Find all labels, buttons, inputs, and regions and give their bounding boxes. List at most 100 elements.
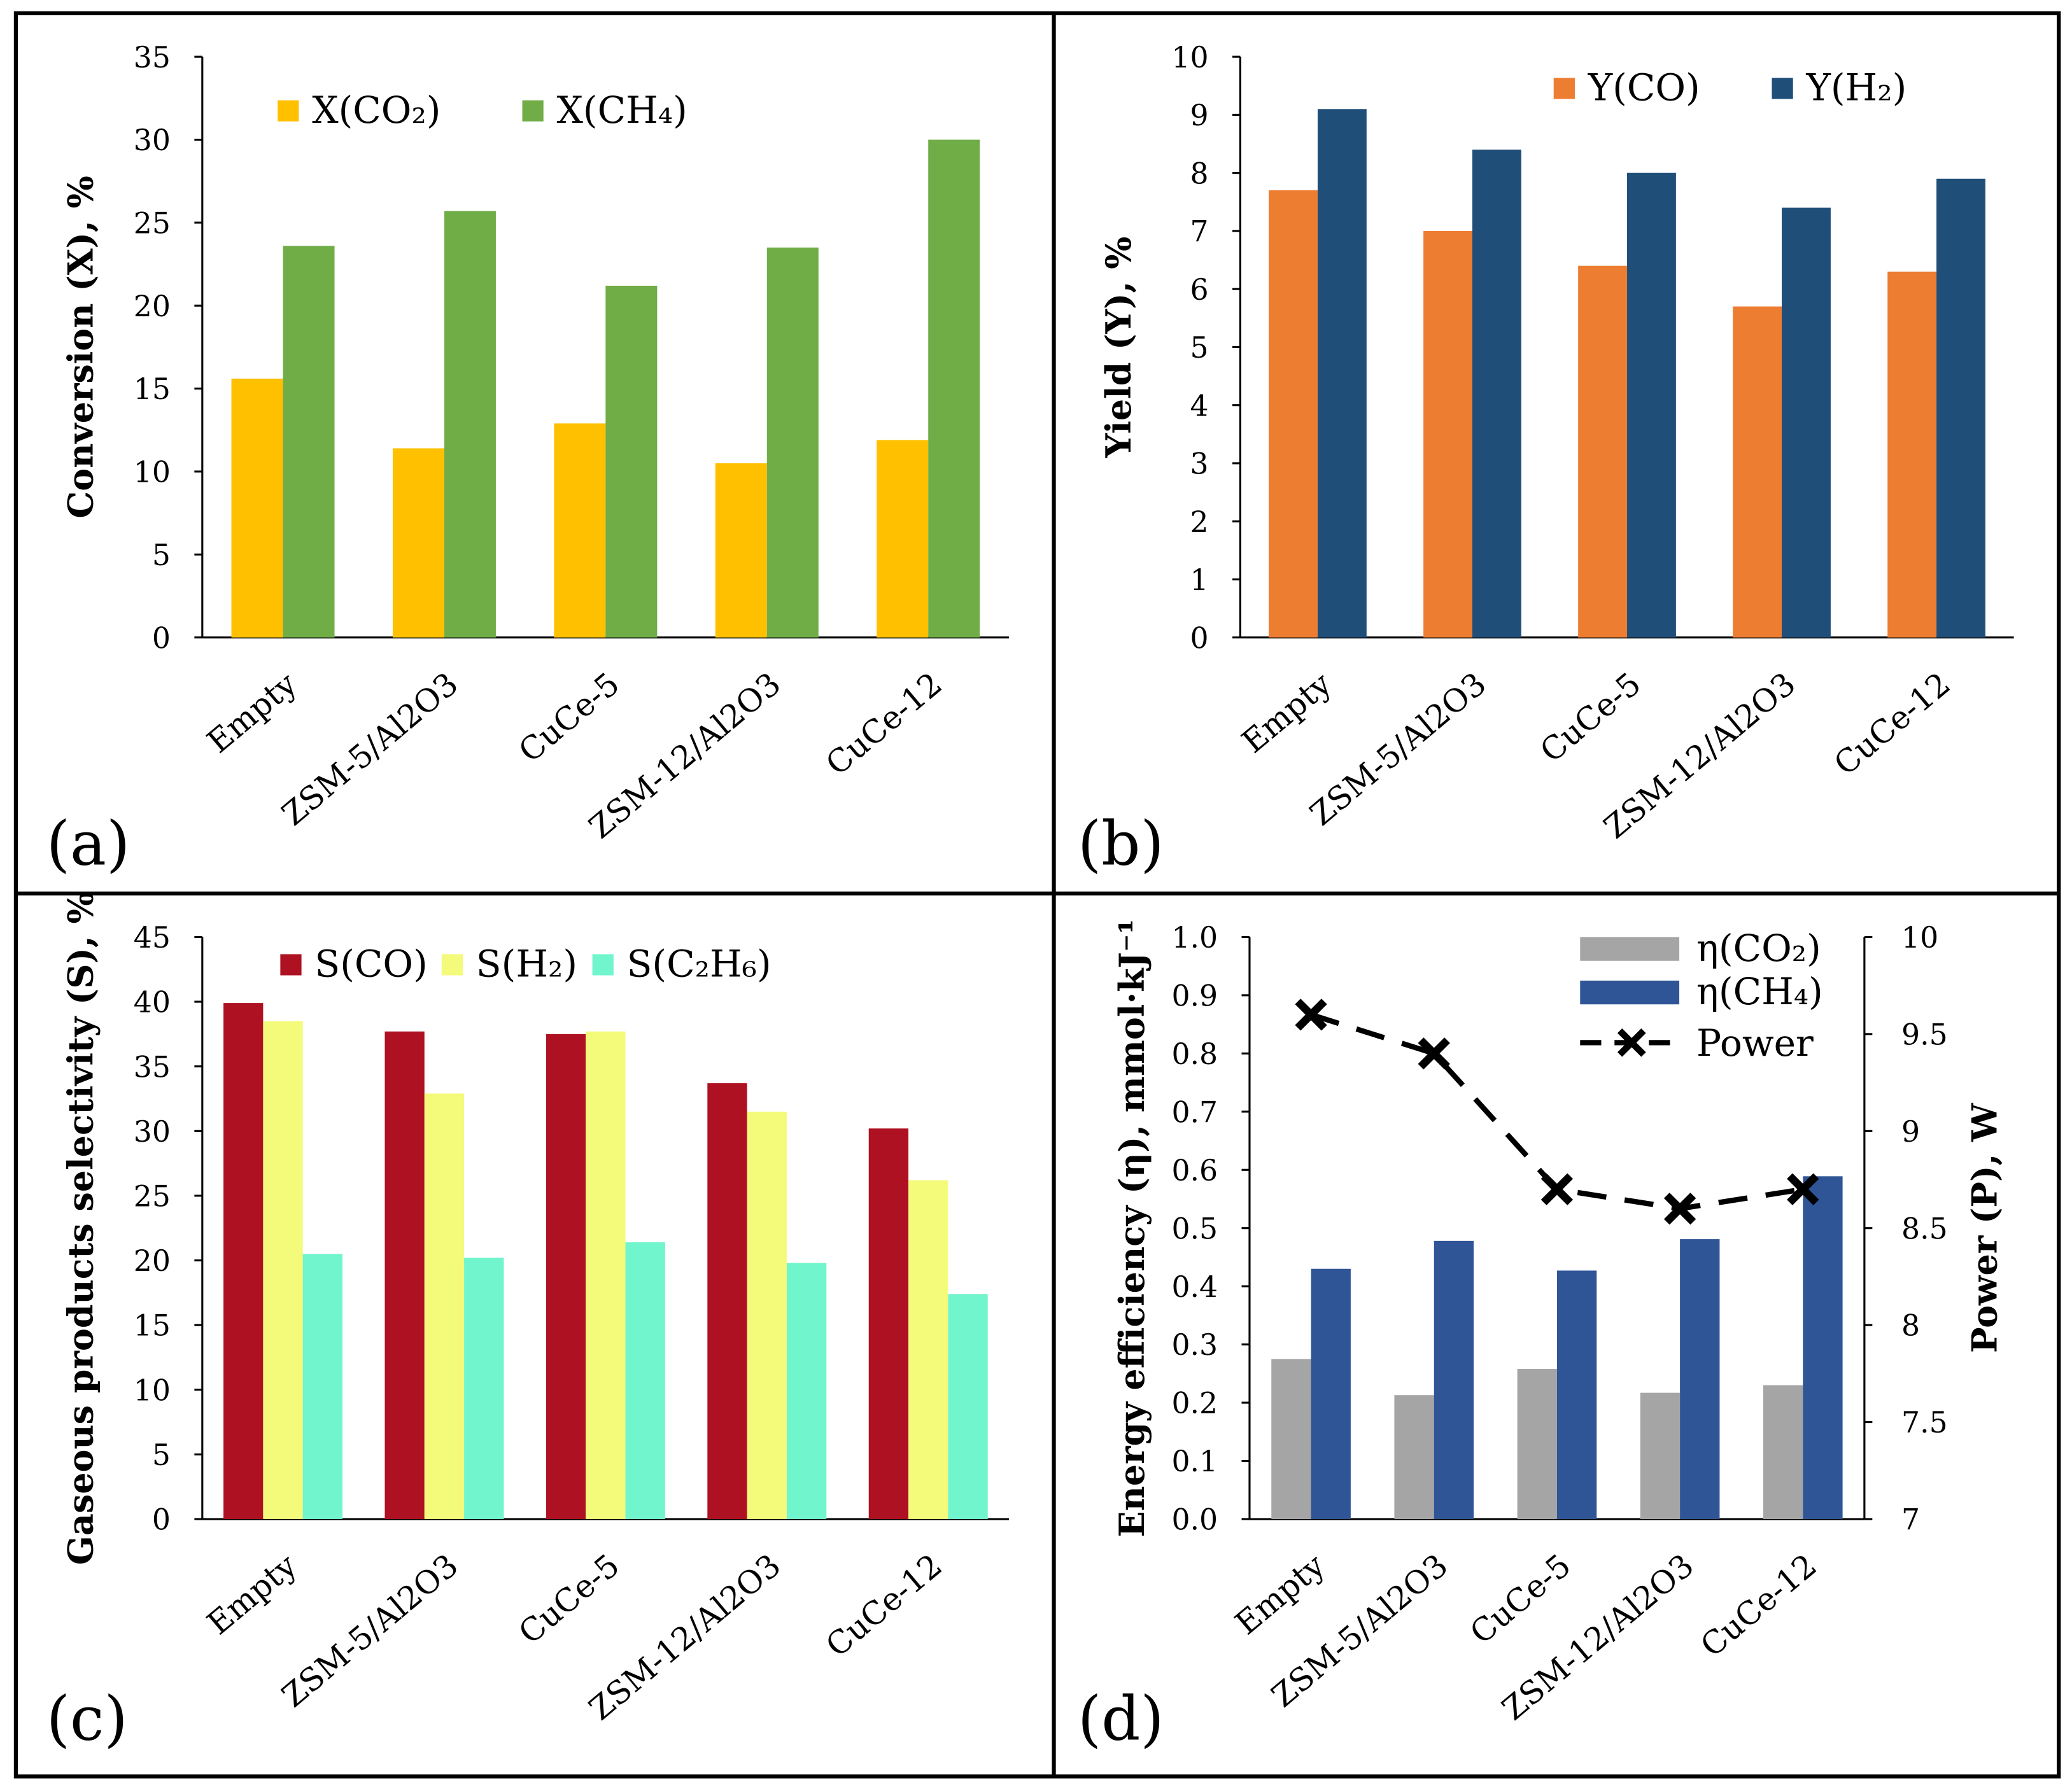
bar-sco <box>868 1128 909 1520</box>
bar-yh <box>1317 109 1367 638</box>
legend-label: S(CO) <box>314 943 427 986</box>
y2-tick-label: 10 <box>1901 921 1938 955</box>
y-tick-label: 0.6 <box>1171 1154 1218 1188</box>
y-tick-label: 5 <box>152 538 171 572</box>
y-tick-label: 8 <box>1190 157 1208 190</box>
bar-co <box>1763 1385 1803 1520</box>
bar-xch <box>605 285 658 638</box>
legend-label: η(CH₄) <box>1696 970 1823 1013</box>
bar-yco <box>1269 190 1318 638</box>
y-tick-label: 15 <box>134 1309 171 1343</box>
bar-yh <box>1936 178 1985 638</box>
legend-label: Power <box>1696 1021 1814 1065</box>
legend-label: S(H₂) <box>476 943 577 986</box>
bar-sco <box>707 1083 747 1520</box>
y-tick-label: 0.5 <box>1171 1212 1218 1245</box>
y-tick-label: 0.8 <box>1171 1037 1218 1071</box>
legend-label: Y(CO) <box>1588 66 1700 109</box>
bar-xco <box>554 423 606 638</box>
legend-label: X(CH₄) <box>557 88 687 132</box>
bar-sco <box>546 1034 586 1520</box>
y-tick-label: 0.7 <box>1171 1095 1218 1129</box>
legend-label: S(C₂H₆) <box>627 943 772 986</box>
y-tick-label: 1 <box>1190 563 1208 597</box>
bar-ch <box>1556 1270 1597 1520</box>
bar-sh <box>747 1111 787 1520</box>
legend-swatch <box>1580 980 1680 1005</box>
legend-swatch <box>278 100 299 122</box>
y2-tick-label: 8.5 <box>1901 1212 1948 1245</box>
y-tick-label: 30 <box>134 123 171 157</box>
bar-ch <box>1680 1239 1720 1520</box>
bar-co <box>1271 1359 1311 1520</box>
bar-sh <box>263 1021 303 1520</box>
bar-xch <box>766 247 819 638</box>
y-tick-label: 4 <box>1190 389 1208 423</box>
bar-xco <box>715 463 767 638</box>
y2-tick-label: 9 <box>1901 1115 1920 1149</box>
bar-sch <box>786 1263 827 1520</box>
y-tick-label: 5 <box>152 1438 171 1472</box>
legend-swatch <box>522 100 544 122</box>
y-tick-label: 35 <box>134 1050 171 1084</box>
y-tick-label: 7 <box>1190 215 1208 249</box>
y-tick-label: 9 <box>1190 99 1208 132</box>
y-tick-label: 0 <box>1190 621 1208 655</box>
y-tick-label: 25 <box>134 207 171 241</box>
legend-label: Y(H₂) <box>1805 66 1906 109</box>
panel-label: (b) <box>1078 808 1164 879</box>
bar-xch <box>928 139 980 638</box>
power-marker <box>1663 1193 1696 1225</box>
y-tick-label: 10 <box>134 456 171 489</box>
y-tick-label: 10 <box>134 1373 171 1407</box>
y-tick-label: 0.9 <box>1171 979 1218 1013</box>
y-tick-label: 0.2 <box>1171 1387 1218 1420</box>
y2-tick-label: 7 <box>1901 1503 1920 1537</box>
y-axis-title: Gaseous products selectivity (S), % <box>60 891 101 1565</box>
y-tick-label: 25 <box>134 1180 171 1214</box>
legend-swatch <box>1580 937 1680 961</box>
bar-yco <box>1887 271 1937 638</box>
legend-label: X(CO₂) <box>312 88 440 132</box>
legend-swatch <box>592 954 614 976</box>
bar-co <box>1517 1369 1557 1520</box>
y-tick-label: 0.0 <box>1171 1503 1218 1537</box>
bar-yco <box>1578 265 1628 638</box>
y-tick-label: 5 <box>1190 331 1208 365</box>
y-tick-label: 0 <box>152 621 171 655</box>
bar-ch <box>1803 1176 1843 1520</box>
bar-sch <box>948 1294 988 1520</box>
y-tick-label: 40 <box>134 986 171 1020</box>
bar-sh <box>908 1180 948 1520</box>
y-axis-title: Conversion (X), % <box>60 176 101 518</box>
legend-swatch <box>1553 78 1575 99</box>
y2-tick-label: 9.5 <box>1901 1018 1948 1051</box>
y-tick-label: 1.0 <box>1171 921 1218 955</box>
y-axis-title: Yield (Y), % <box>1098 237 1139 459</box>
y-tick-label: 0.3 <box>1171 1328 1218 1362</box>
bar-co <box>1640 1392 1681 1520</box>
bar-sch <box>464 1258 504 1520</box>
y-tick-label: 6 <box>1190 273 1208 307</box>
y-tick-label: 0.4 <box>1171 1270 1218 1304</box>
panel-label: (c) <box>46 1683 128 1754</box>
bar-co <box>1394 1395 1434 1520</box>
bar-yco <box>1423 230 1472 638</box>
y-tick-label: 30 <box>134 1115 171 1149</box>
y-tick-label: 2 <box>1190 505 1208 539</box>
power-marker <box>1540 1173 1574 1205</box>
bar-yco <box>1733 306 1782 638</box>
y-tick-label: 0 <box>152 1503 171 1537</box>
panel-label: (a) <box>46 808 130 879</box>
panel-label: (d) <box>1078 1683 1164 1754</box>
legend-swatch <box>441 954 463 976</box>
y-tick-label: 15 <box>134 372 171 406</box>
power-marker <box>1295 999 1327 1031</box>
bar-xco <box>877 440 929 638</box>
legend-label: η(CO₂) <box>1696 927 1821 970</box>
legend-swatch <box>1772 78 1793 99</box>
bar-yh <box>1472 150 1521 638</box>
y-tick-label: 3 <box>1190 447 1208 481</box>
y2-axis-title: Power (P), W <box>1964 1102 2005 1353</box>
